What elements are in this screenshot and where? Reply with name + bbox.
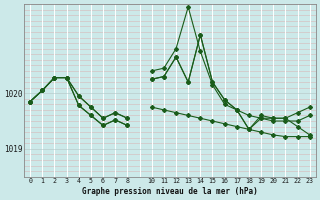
X-axis label: Graphe pression niveau de la mer (hPa): Graphe pression niveau de la mer (hPa) <box>82 187 258 196</box>
